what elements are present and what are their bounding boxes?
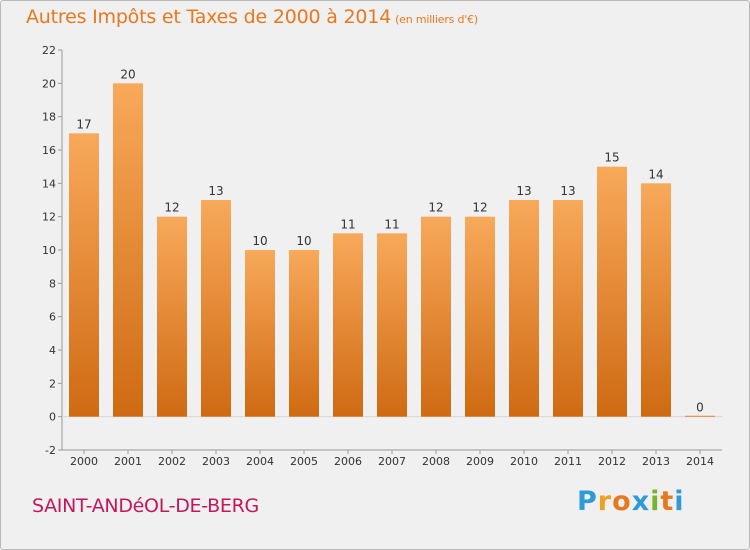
x-tick-label: 2005: [290, 455, 318, 468]
bar: [377, 233, 407, 417]
data-label: 14: [648, 167, 663, 181]
data-label: 11: [340, 217, 355, 231]
data-label: 12: [164, 201, 179, 215]
bar: [289, 250, 319, 417]
y-tick-label: 4: [49, 344, 56, 357]
chart-title: Autres Impôts et Taxes de 2000 à 2014 (en…: [26, 6, 478, 28]
data-labels: 17 20 12 13 10 10 11 11 12 12 13 13 15 14 0: [76, 67, 703, 414]
logo-letter: x: [631, 486, 651, 517]
y-tick-label: 2: [49, 377, 56, 390]
data-label: 13: [560, 184, 575, 198]
x-tick-label: 2012: [598, 455, 626, 468]
y-tick-label: 20: [42, 77, 56, 90]
logo-letter: o: [612, 486, 632, 517]
x-tick-label: 2000: [70, 455, 98, 468]
bar: [333, 233, 363, 417]
bar: [113, 83, 143, 417]
bar: [641, 183, 671, 417]
x-tick-label: 2001: [114, 455, 142, 468]
proxiti-logo: Proxiti: [577, 486, 685, 517]
y-tick-label: 8: [49, 277, 56, 290]
logo-letter: P: [577, 486, 598, 517]
y-tick-label: 0: [49, 411, 56, 424]
logo-letter: i: [650, 486, 661, 517]
bar: [465, 216, 495, 417]
y-tick-label: 16: [42, 144, 56, 157]
x-tick-label: 2006: [334, 455, 362, 468]
y-tick-label: 18: [42, 111, 56, 124]
logo-letter: i: [674, 486, 685, 517]
bar: [69, 133, 99, 417]
data-label: 15: [604, 151, 619, 165]
x-tick-label: 2010: [510, 455, 538, 468]
x-tick-label: 2002: [158, 455, 186, 468]
data-label: 12: [428, 201, 443, 215]
data-label: 13: [516, 184, 531, 198]
x-tick-label: 2008: [422, 455, 450, 468]
data-label: 17: [76, 117, 91, 131]
data-label: 10: [296, 234, 311, 248]
bar: [509, 200, 539, 417]
bar: [245, 250, 275, 417]
x-tick-label: 2004: [246, 455, 274, 468]
x-tick-label: 2011: [554, 455, 582, 468]
y-tick-label: 14: [42, 177, 56, 190]
bar: [553, 200, 583, 417]
bar: [201, 200, 231, 417]
town-name: SAINT-ANDéOL-DE-BERG: [32, 495, 259, 517]
bar: [157, 216, 187, 417]
data-label: 12: [472, 201, 487, 215]
y-tick-label: 12: [42, 211, 56, 224]
bar: [597, 166, 627, 417]
data-label: 10: [252, 234, 267, 248]
x-tick-label: 2014: [686, 455, 714, 468]
bars: [69, 83, 715, 417]
chart-title-text: Autres Impôts et Taxes de 2000 à 2014: [26, 6, 392, 28]
bar: [421, 216, 451, 417]
y-tick-label: 10: [42, 244, 56, 257]
x-tick-label: 2009: [466, 455, 494, 468]
logo-letter: t: [660, 486, 675, 517]
bar: [685, 415, 715, 417]
logo-letter: r: [597, 486, 613, 517]
data-label: 0: [696, 401, 704, 415]
chart-unit: (en milliers d'€): [395, 13, 478, 26]
x-tick-label: 2007: [378, 455, 406, 468]
x-tick-label: 2013: [642, 455, 670, 468]
y-tick-label: 22: [42, 44, 56, 57]
data-label: 20: [120, 67, 135, 81]
data-label: 13: [208, 184, 223, 198]
data-label: 11: [384, 217, 399, 231]
x-tick-label: 2003: [202, 455, 230, 468]
y-tick-label: 6: [49, 311, 56, 324]
y-tick-label: -2: [45, 444, 56, 457]
